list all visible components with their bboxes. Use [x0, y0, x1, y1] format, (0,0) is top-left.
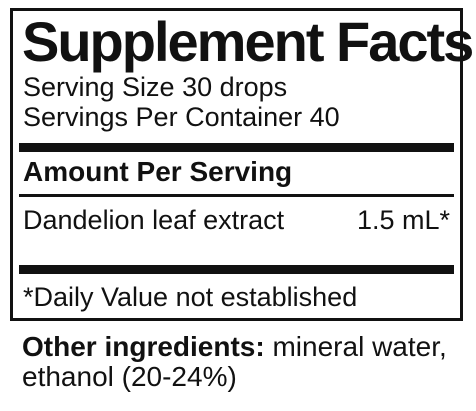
ingredient-amount: 1.5 mL* [356, 205, 450, 235]
ingredient-row: Dandelion leaf extract 1.5 mL* [23, 201, 450, 241]
daily-value-footnote: *Daily Value not established [23, 282, 358, 312]
other-ingredients: Other ingredients: mineral water, ethano… [22, 332, 462, 392]
serving-size: Serving Size 30 drops [23, 72, 288, 102]
thick-divider-bottom [19, 265, 454, 274]
ingredient-name: Dandelion leaf extract [23, 205, 285, 235]
other-ingredients-label: Other ingredients: [22, 331, 265, 362]
supplement-facts-panel: Supplement Facts Serving Size 30 drops S… [10, 8, 474, 321]
thin-divider [19, 194, 454, 197]
amount-per-serving-header: Amount Per Serving [23, 156, 293, 187]
servings-per-container: Servings Per Container 40 [23, 102, 340, 132]
other-ingredients-text: mineral water, ethanol (20-24%) [22, 331, 447, 392]
panel-title: Supplement Facts [22, 10, 474, 73]
thick-divider [19, 143, 454, 152]
